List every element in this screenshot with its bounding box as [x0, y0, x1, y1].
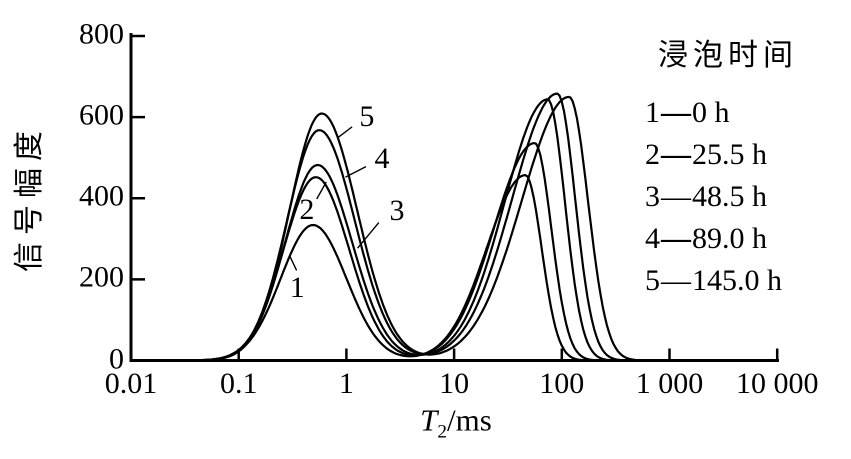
legend-item-dash: —	[661, 180, 691, 213]
legend: 浸泡时间 1—0 h 2—25.5 h 3—48.5 h 4—89.0 h 5—145.…	[645, 38, 798, 302]
curve-5	[131, 95, 778, 362]
legend-item-dash: —	[661, 138, 691, 171]
legend-item-2: 2—25.5 h	[645, 134, 798, 176]
x-tick-label-1: 1	[338, 367, 354, 400]
curve-label-leader-4	[345, 165, 367, 178]
legend-item-dash: —	[661, 264, 691, 297]
x-tick-label-10000: 10 000	[735, 367, 819, 400]
y-tick-label-400: 400	[79, 179, 124, 213]
legend-item-4: 4—89.0 h	[645, 218, 798, 260]
legend-item-index: 2	[645, 138, 660, 171]
curve-label-4: 4	[374, 141, 390, 175]
legend-items: 1—0 h 2—25.5 h 3—48.5 h 4—89.0 h 5—145.0 h	[645, 92, 798, 302]
y-tick-label-200: 200	[79, 261, 124, 295]
legend-item-time: 25.5 h	[692, 138, 767, 171]
curve-label-leader-1	[289, 256, 298, 271]
x-tick-label-10: 10	[439, 367, 470, 400]
x-tick-label-1000: 1 000	[635, 367, 704, 400]
x-tick-label-0.01: 0.01	[104, 367, 158, 400]
legend-item-dash: —	[661, 222, 691, 255]
legend-item-time: 48.5 h	[692, 180, 767, 213]
x-tick-label-0.1: 0.1	[219, 367, 258, 400]
legend-item-time: 0 h	[692, 96, 730, 129]
legend-item-index: 4	[645, 222, 660, 255]
curve-label-leader-5	[336, 126, 353, 139]
y-tick-label-0: 0	[109, 342, 124, 376]
y-tick-label-800: 800	[79, 17, 124, 51]
curve-label-leader-3	[357, 222, 380, 249]
legend-title: 浸泡时间	[658, 39, 798, 72]
curve-label-3: 3	[389, 194, 405, 228]
legend-item-time: 89.0 h	[692, 222, 767, 255]
x-axis-title-unit: /ms	[447, 402, 492, 438]
y-tick-label-600: 600	[79, 98, 124, 132]
legend-item-index: 1	[645, 96, 660, 129]
x-axis-title-subscript: 2	[437, 421, 448, 443]
legend-item-5: 5—145.0 h	[645, 260, 798, 302]
curve-label-5: 5	[359, 100, 375, 134]
legend-item-1: 1—0 h	[645, 92, 798, 134]
curve-label-leader-2	[316, 181, 327, 200]
curve-label-2: 2	[299, 192, 315, 226]
x-axis-title: T2/ms	[420, 402, 492, 443]
x-tick-label-100: 100	[539, 367, 585, 400]
curve-label-1: 1	[289, 271, 305, 305]
legend-item-time: 145.0 h	[692, 264, 782, 297]
legend-item-dash: —	[661, 96, 691, 129]
legend-item-index: 3	[645, 180, 660, 213]
x-axis-title-symbol: T	[420, 402, 438, 438]
legend-item-3: 3—48.5 h	[645, 176, 798, 218]
legend-item-index: 5	[645, 264, 660, 297]
